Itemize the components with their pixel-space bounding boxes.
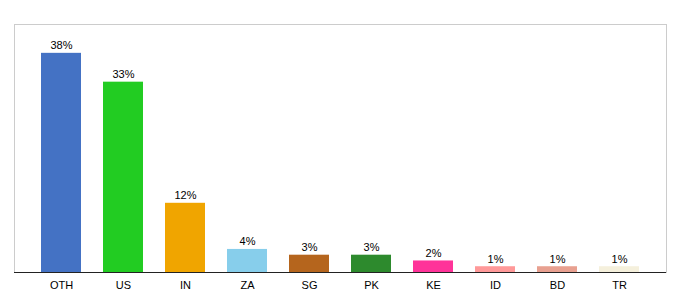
- svg-text:BD: BD: [550, 279, 565, 291]
- svg-text:ZA: ZA: [240, 279, 255, 291]
- svg-text:4%: 4%: [240, 235, 256, 247]
- svg-text:33%: 33%: [112, 68, 134, 80]
- svg-text:ID: ID: [490, 279, 501, 291]
- svg-text:TR: TR: [612, 279, 627, 291]
- svg-text:12%: 12%: [174, 189, 196, 201]
- svg-text:KE: KE: [426, 279, 441, 291]
- svg-text:PK: PK: [364, 279, 379, 291]
- svg-text:2%: 2%: [426, 247, 442, 259]
- svg-text:SG: SG: [302, 279, 318, 291]
- svg-text:US: US: [116, 279, 131, 291]
- svg-text:3%: 3%: [364, 241, 380, 253]
- svg-text:1%: 1%: [612, 253, 628, 265]
- svg-text:3%: 3%: [302, 241, 318, 253]
- svg-text:OTH: OTH: [50, 279, 73, 291]
- svg-text:38%: 38%: [50, 39, 72, 51]
- svg-text:1%: 1%: [488, 253, 504, 265]
- svg-text:1%: 1%: [550, 253, 566, 265]
- svg-text:IN: IN: [180, 279, 191, 291]
